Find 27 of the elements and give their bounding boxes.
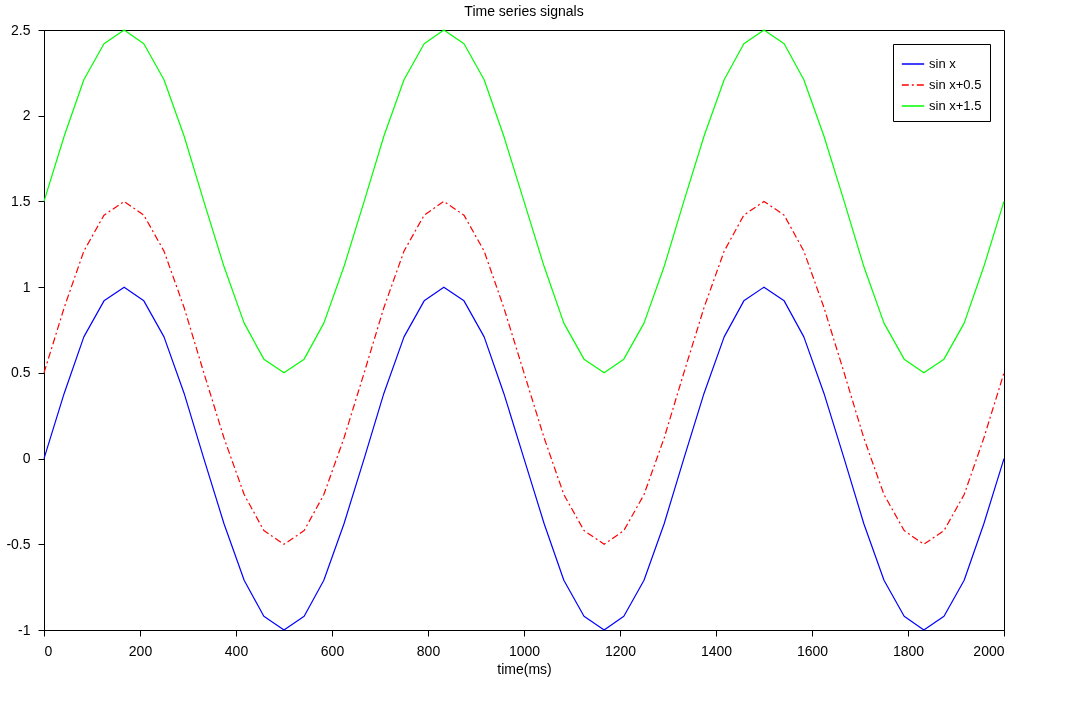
y-tick-label: -0.5 [6, 535, 31, 552]
x-tick-label: 600 [320, 642, 345, 659]
x-axis-title: time(ms) [497, 660, 552, 677]
legend-label: sin x+0.5 [929, 77, 982, 92]
legend-label: sin x [929, 56, 957, 71]
legend-label: sin x+1.5 [929, 98, 982, 113]
y-tick-label: -1 [18, 621, 31, 638]
y-tick-label: 2.5 [11, 21, 31, 38]
x-tick-label: 1600 [796, 642, 829, 659]
line-series [43, 200, 1005, 545]
x-tick-label: 400 [224, 642, 249, 659]
y-tick-label: 1.5 [11, 192, 31, 209]
x-tick-label: 0 [44, 642, 53, 659]
chart-title: Time series signals [464, 3, 584, 19]
y-tick-label: 0.5 [11, 364, 31, 381]
y-tick-label: 2 [22, 107, 31, 124]
x-tick-label: 1400 [700, 642, 733, 659]
x-tick-label: 800 [416, 642, 441, 659]
x-tick-label: 200 [128, 642, 153, 659]
x-tick-label: 2000 [973, 642, 1005, 659]
y-tick-label: 1 [22, 278, 31, 295]
line-series [43, 29, 1005, 374]
x-tick-label: 1000 [508, 642, 541, 659]
line-series [43, 286, 1005, 631]
x-tick-label: 1800 [892, 642, 925, 659]
y-tick-label: 0 [22, 450, 31, 467]
x-tick-label: 1200 [604, 642, 637, 659]
